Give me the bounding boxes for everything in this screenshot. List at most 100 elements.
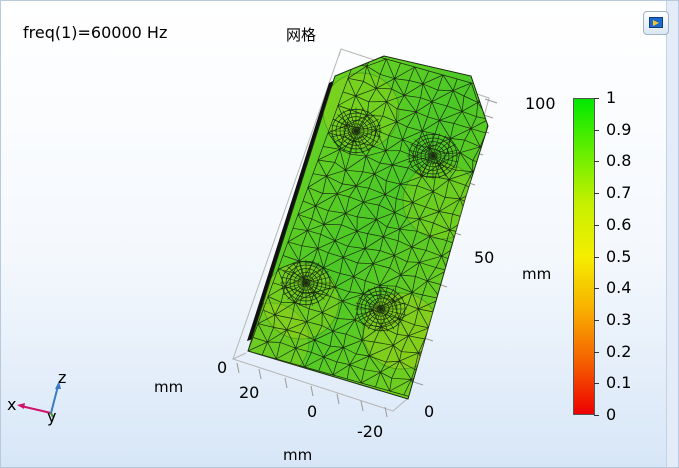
- mesh-edge: [303, 267, 324, 279]
- mesh-edge: [439, 164, 450, 180]
- mesh-edge: [341, 224, 358, 232]
- mesh-edge: [330, 345, 344, 348]
- mesh-edge: [440, 298, 449, 318]
- mesh-edge: [411, 246, 420, 263]
- mesh-edge: [442, 74, 454, 91]
- mesh-edge: [375, 386, 390, 392]
- mesh-edge: [437, 330, 444, 345]
- mesh-edge: [416, 230, 431, 237]
- mesh-edge: [457, 276, 464, 291]
- mesh-edge: [355, 171, 364, 187]
- mesh-edge: [486, 151, 488, 165]
- mesh-edge: [489, 119, 502, 121]
- mesh-shade-patch: [402, 162, 480, 240]
- mesh-edge: [422, 280, 428, 296]
- mesh-edge: [448, 169, 456, 180]
- color-legend-tick-label: 1: [606, 88, 617, 107]
- mesh-edge: [427, 116, 440, 121]
- mesh-edge: [362, 171, 375, 175]
- mesh-edge: [477, 221, 484, 236]
- mesh-edge: [379, 58, 387, 75]
- mesh-edge: [345, 201, 364, 214]
- mesh-edge: [428, 316, 449, 329]
- x-axis-unit: mm: [154, 378, 183, 396]
- mesh-edge: [393, 300, 400, 320]
- window-edge-scrollbar[interactable]: [666, 1, 678, 467]
- mesh-edge: [383, 236, 395, 256]
- mesh-edge: [434, 120, 440, 134]
- image-export-icon: [649, 17, 663, 28]
- color-legend-tick-mark: [594, 193, 599, 195]
- mesh-edge: [393, 286, 397, 301]
- color-legend-tick-label: 0.1: [606, 373, 632, 393]
- mesh-edge: [384, 180, 387, 195]
- mesh-edge: [392, 164, 409, 169]
- mesh-edge: [394, 66, 415, 79]
- mesh-edge: [407, 304, 419, 310]
- mesh-edge: [391, 360, 400, 379]
- mesh-edge: [291, 318, 307, 323]
- mesh-edge: [267, 329, 287, 343]
- mesh-edge: [336, 185, 357, 195]
- mesh-edge: [347, 78, 356, 97]
- mesh-edge: [336, 193, 346, 214]
- mesh-edge: [385, 135, 390, 151]
- mesh-edge: [394, 212, 408, 218]
- mesh-edge: [433, 222, 450, 231]
- mesh-edge: [345, 154, 351, 171]
- mesh-edge: [336, 361, 350, 366]
- mesh-edge: [385, 183, 401, 195]
- mesh-edge: [411, 292, 419, 310]
- mesh-edge: [419, 250, 427, 263]
- mesh-edge: [518, 113, 523, 127]
- mesh-edge: [339, 273, 354, 278]
- mesh-edge: [399, 228, 417, 232]
- mesh-edge: [394, 212, 400, 230]
- mesh-edge: [374, 164, 393, 175]
- mesh-edge: [323, 257, 344, 269]
- mesh-edge: [307, 218, 313, 231]
- mesh-edge: [361, 340, 370, 357]
- mesh-edge: [280, 286, 286, 303]
- mesh-edge: [461, 111, 477, 118]
- mesh-edge: [375, 130, 387, 151]
- mesh-edge: [248, 350, 263, 356]
- mesh-edge: [328, 210, 346, 214]
- color-legend-tick-label: 0.9: [606, 119, 632, 139]
- mesh-edge: [399, 218, 420, 230]
- color-legend-tick-label: 0.8: [606, 151, 632, 171]
- mesh-edge: [408, 335, 425, 340]
- mesh-edge: [349, 355, 370, 366]
- mesh-edge: [286, 329, 297, 349]
- mesh-edge: [354, 319, 365, 326]
- mesh-edge: [330, 286, 336, 297]
- mesh-edge: [508, 108, 523, 112]
- mesh-edge: [459, 152, 473, 161]
- mesh-edge: [427, 101, 433, 117]
- mesh-edge: [422, 70, 430, 85]
- mesh-edge: [363, 201, 377, 220]
- mesh-edge: [353, 262, 358, 277]
- mesh-edge: [355, 95, 369, 103]
- mesh-edge: [415, 262, 420, 277]
- export-image-button[interactable]: [643, 11, 669, 35]
- mesh-edge: [393, 240, 399, 256]
- mesh-edge: [347, 65, 367, 79]
- mesh-edge: [321, 296, 331, 313]
- mesh-edge: [364, 236, 384, 249]
- plot-subtitle: 网格: [286, 26, 317, 44]
- mesh-edge: [428, 70, 444, 76]
- mesh-edge: [342, 291, 350, 302]
- mesh-edge: [339, 257, 344, 274]
- mesh-edge: [311, 352, 324, 358]
- mesh-edge: [412, 185, 418, 203]
- y-tick-20: 20: [239, 383, 259, 402]
- mesh-edge: [389, 379, 412, 392]
- mesh-edge: [461, 95, 465, 112]
- mesh-edge: [334, 273, 341, 288]
- triad-x-label: x: [7, 395, 17, 414]
- mesh-edge: [248, 337, 254, 352]
- mesh-edge: [455, 169, 473, 172]
